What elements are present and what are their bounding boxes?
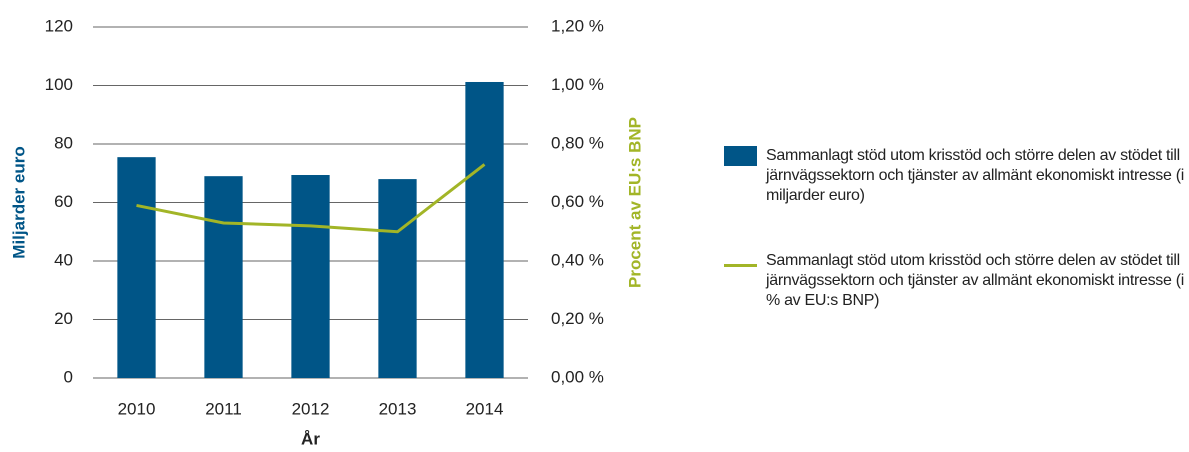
y2-tick-label: 1,00 %: [551, 75, 604, 94]
y-tick-label: 20: [54, 309, 73, 328]
y2-tick-label: 0,00 %: [551, 367, 604, 386]
bar: [291, 175, 330, 378]
x-tick-label: 2010: [118, 399, 156, 418]
y-tick-label: 60: [54, 192, 73, 211]
legend-swatch: [724, 264, 757, 267]
y-tick-label: 100: [45, 75, 73, 94]
y-tick-label: 120: [45, 16, 73, 35]
x-tick-label: 2011: [205, 399, 242, 418]
y-axis-label: Miljarder euro: [9, 146, 28, 258]
y-tick-label: 40: [54, 250, 73, 269]
y2-tick-label: 1,20 %: [551, 16, 604, 35]
y-tick-label: 0: [64, 367, 73, 386]
x-tick-label: 2014: [466, 399, 504, 418]
line: [136, 163, 486, 234]
x-tick-label: 2012: [292, 399, 330, 418]
bar: [204, 176, 243, 378]
y2-axis-label: Procent av EU:s BNP: [625, 117, 644, 288]
bar: [465, 81, 504, 379]
bar: [117, 157, 156, 378]
y-tick-label: 80: [54, 133, 73, 152]
y2-tick-label: 0,40 %: [551, 250, 604, 269]
legend-entry: Sammanlagt stöd utom krisstöd och större…: [724, 251, 1189, 311]
y2-tick-label: 0,60 %: [551, 192, 604, 211]
legend-entry: Sammanlagt stöd utom krisstöd och större…: [724, 146, 1189, 206]
x-axis-label: År: [301, 429, 320, 448]
y2-tick-label: 0,20 %: [551, 309, 604, 328]
bar: [378, 179, 417, 378]
y2-tick-label: 0,80 %: [551, 133, 604, 152]
legend-swatch: [724, 146, 757, 166]
legend-label: Sammanlagt stöd utom krisstöd och större…: [766, 252, 1185, 309]
legend-label: Sammanlagt stöd utom krisstöd och större…: [766, 147, 1185, 204]
x-tick-label: 2013: [379, 399, 417, 418]
